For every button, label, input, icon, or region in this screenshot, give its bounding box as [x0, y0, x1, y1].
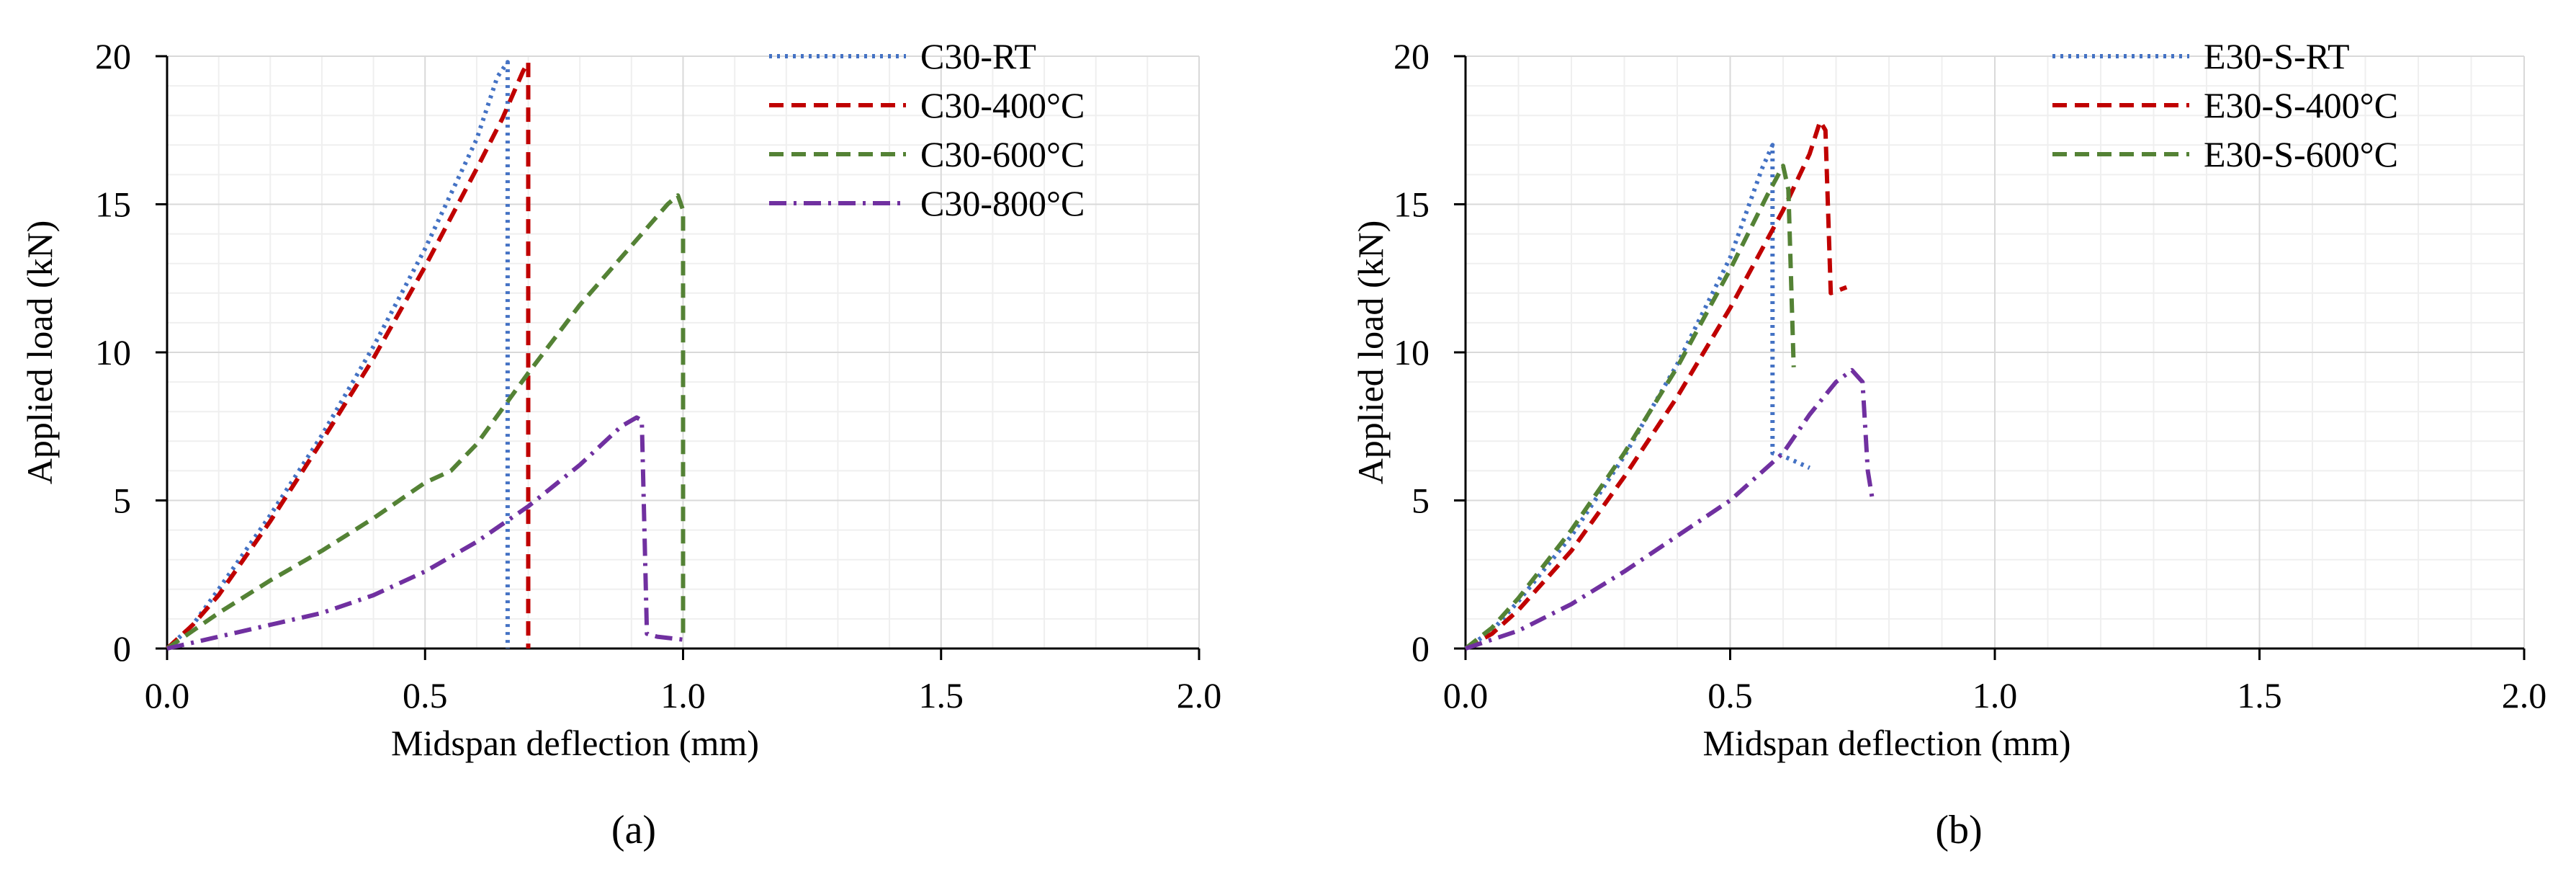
panel-label: (b) [1935, 808, 1982, 852]
x-tick-label: 2.0 [1177, 675, 1222, 716]
x-tick-label: 1.0 [660, 675, 706, 716]
y-tick-label: 5 [1412, 481, 1430, 521]
x-axis-title: Midspan deflection (mm) [391, 723, 759, 763]
legend-label: C30-RT [920, 36, 1036, 76]
series-line-c30-400-c [165, 60, 531, 651]
x-axis-title: Midspan deflection (mm) [1703, 723, 2071, 763]
series-line-c30-rt [165, 60, 510, 651]
series-line-e30-s-rt [1464, 143, 1811, 651]
legend-label: E30-S-RT [2204, 36, 2350, 76]
x-tick-label: 2.0 [2502, 675, 2547, 716]
legend-label: C30-600°C [920, 134, 1085, 174]
y-tick-label: 20 [95, 36, 131, 76]
y-axis-title: Applied load (kN) [1350, 220, 1391, 485]
x-tick-label: 1.5 [919, 675, 964, 716]
y-tick-label: 0 [113, 628, 131, 669]
legend-label: C30-400°C [920, 85, 1085, 125]
panel-label: (a) [611, 808, 656, 852]
x-tick-label: 0.0 [1443, 675, 1489, 716]
legend-label: E30-S-400°C [2204, 85, 2398, 125]
x-tick-label: 1.5 [2237, 675, 2282, 716]
chart-panel-a: 0 5 10 15 20 0.0 0.5 1.0 1.5 2.0 Midspan deflectio… [19, 36, 1221, 852]
y-axis-title: Applied load (kN) [19, 220, 60, 485]
series-line-c30-800-c [166, 415, 683, 651]
y-tick-label: 20 [1394, 36, 1430, 76]
y-tick-label: 0 [1412, 628, 1430, 669]
y-tick-label: 10 [1394, 332, 1430, 373]
y-tick-label: 15 [95, 184, 131, 225]
series-line-e30-s-600-c [1464, 164, 1796, 651]
chart-panel-b: 0 5 10 15 20 0.0 0.5 1.0 1.5 2.0 Midspan deflectio… [1350, 36, 2546, 852]
x-tick-label: 0.0 [145, 675, 190, 716]
series-line-c30-600-c [166, 193, 686, 651]
series-line-e30-s-400-c [1464, 119, 1848, 651]
y-tick-label: 10 [95, 332, 131, 373]
series-line-e30-s-800-c [1465, 367, 1875, 651]
y-tick-label: 5 [113, 481, 131, 521]
x-tick-label: 0.5 [1707, 675, 1753, 716]
legend-label: C30-800°C [920, 183, 1085, 223]
x-tick-label: 1.0 [1973, 675, 2018, 716]
legend-label: E30-S-600°C [2204, 134, 2398, 174]
x-tick-label: 0.5 [403, 675, 448, 716]
y-tick-label: 15 [1394, 184, 1430, 225]
